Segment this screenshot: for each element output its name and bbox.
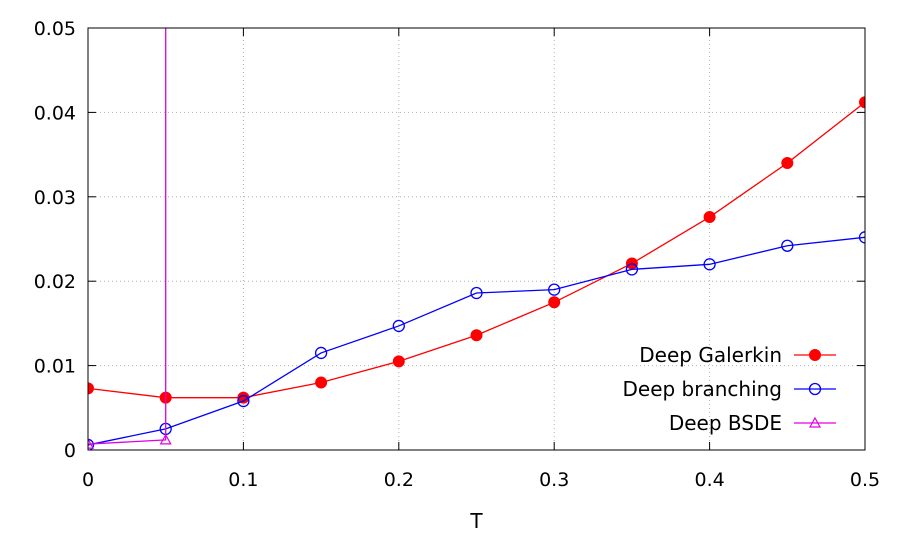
data-point [315,376,328,389]
legend-marker [808,416,822,428]
legend-marker [808,382,822,396]
data-point [703,258,716,271]
plot-frame [87,27,866,451]
legend: Deep Galerkin Deep branching Deep BSDE [622,343,836,435]
x-tick-label: 0.5 [850,469,880,491]
y-tick-label: 0 [64,440,76,462]
series-group [88,28,865,450]
series-deep-galerkin [88,96,865,404]
data-point [159,433,172,445]
data-point [625,263,639,276]
data-point [470,286,483,300]
series-line [88,28,167,445]
data-point [548,283,561,296]
axis-ticks: 0 0.1 0.2 0.3 0.4 0.5 0 0.01 0.02 0.03 0.04 0.05 [34,18,880,491]
x-tick-label: 0.2 [384,469,414,491]
legend-label: Deep branching [622,377,782,401]
y-tick-label: 0.01 [34,356,76,378]
data-point [859,96,865,109]
legend-label: Deep Galerkin [639,343,782,367]
x-tick-label: 0.4 [694,469,724,491]
data-point [781,157,794,170]
y-tick-label: 0.04 [34,102,76,124]
data-point [703,211,716,224]
data-point [392,355,405,368]
x-axis-title: T [469,509,483,533]
y-tick-label: 0.05 [34,18,76,40]
data-point [88,438,95,450]
data-point [781,239,794,252]
data-point [858,231,865,244]
legend-label: Deep BSDE [669,411,782,435]
x-tick-label: 0.1 [228,469,258,491]
grid [88,28,865,450]
data-point [237,394,250,408]
series-deep-bsde [88,28,172,449]
y-tick-label: 0.03 [34,187,76,209]
legend-marker [809,349,821,361]
series-line [88,236,865,446]
x-tick-label: 0.3 [539,469,569,491]
y-tick-label: 0.02 [34,271,76,293]
data-point [314,346,328,360]
data-point [88,382,94,395]
data-point [392,319,405,333]
series-deep-branching [88,231,865,450]
x-tick-label: 0 [82,469,94,491]
data-point [88,437,95,449]
data-point [548,296,561,309]
data-point [470,329,483,342]
